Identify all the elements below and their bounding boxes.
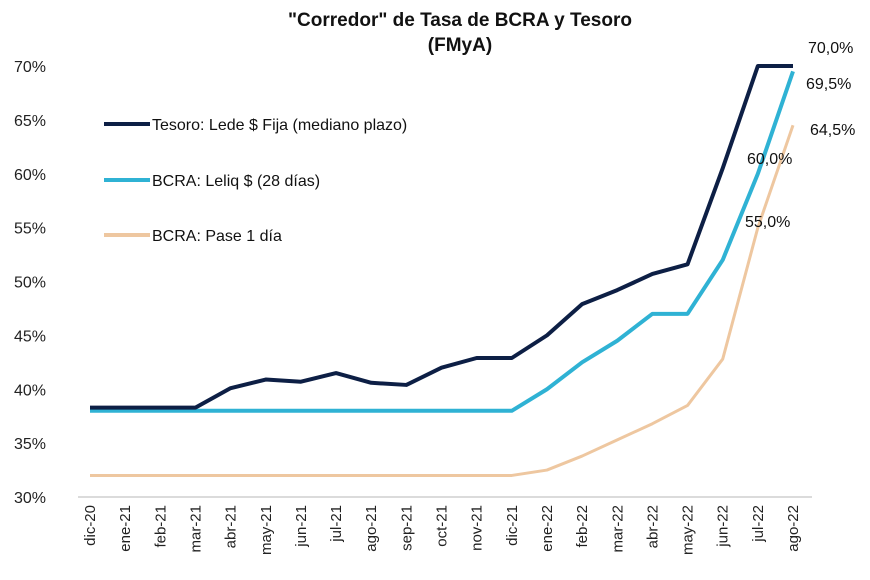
x-tick-label: ago-22: [785, 505, 802, 552]
x-tick-label: jul-22: [750, 505, 767, 543]
x-tick-label: mar-21: [187, 505, 204, 553]
data-label: 69,5%: [806, 76, 851, 93]
x-tick-label: dic-20: [82, 505, 99, 546]
y-tick-label: 45%: [14, 328, 46, 345]
series-line-1: [90, 70, 795, 413]
series-line-0: [90, 64, 793, 410]
x-tick-label: mar-22: [609, 505, 626, 553]
x-tick-label: ene-21: [117, 505, 134, 552]
y-tick-label: 30%: [14, 490, 46, 507]
y-tick-label: 50%: [14, 275, 46, 292]
x-tick-label: may-21: [258, 505, 275, 555]
legend-label: BCRA: Leliq $ (28 días): [152, 173, 320, 190]
y-tick-label: 55%: [14, 221, 46, 238]
x-tick-label: may-22: [680, 505, 697, 555]
y-tick-label: 35%: [14, 436, 46, 453]
series-line-2: [90, 124, 795, 477]
x-tick-label: feb-21: [152, 505, 169, 548]
x-tick-label: ago-21: [363, 505, 380, 552]
x-tick-label: abr-22: [644, 505, 661, 548]
legend-label: BCRA: Pase 1 día: [152, 228, 282, 245]
y-tick-label: 65%: [14, 113, 46, 130]
x-tick-label: nov-21: [469, 505, 486, 551]
legend-label: Tesoro: Lede $ Fija (mediano plazo): [152, 117, 407, 134]
x-tick-label: ene-22: [539, 505, 556, 552]
x-tick-label: dic-21: [504, 505, 521, 546]
data-label: 60,0%: [747, 151, 792, 168]
y-tick-label: 70%: [14, 59, 46, 76]
data-label: 55,0%: [745, 214, 790, 231]
y-tick-label: 60%: [14, 167, 46, 184]
chart-title: "Corredor" de Tasa de BCRA y Tesoro: [288, 10, 632, 31]
chart-subtitle: (FMyA): [428, 35, 492, 56]
x-tick-label: jun-21: [293, 505, 310, 548]
x-tick-label: jun-22: [715, 505, 732, 548]
x-tick-label: abr-21: [223, 505, 240, 548]
data-label: 64,5%: [810, 122, 855, 139]
y-tick-label: 40%: [14, 382, 46, 399]
x-tick-label: feb-22: [574, 505, 591, 548]
data-label: 70,0%: [808, 40, 853, 57]
x-tick-label: jul-21: [328, 505, 345, 543]
x-tick-label: sep-21: [398, 505, 415, 551]
x-tick-label: oct-21: [434, 505, 451, 547]
